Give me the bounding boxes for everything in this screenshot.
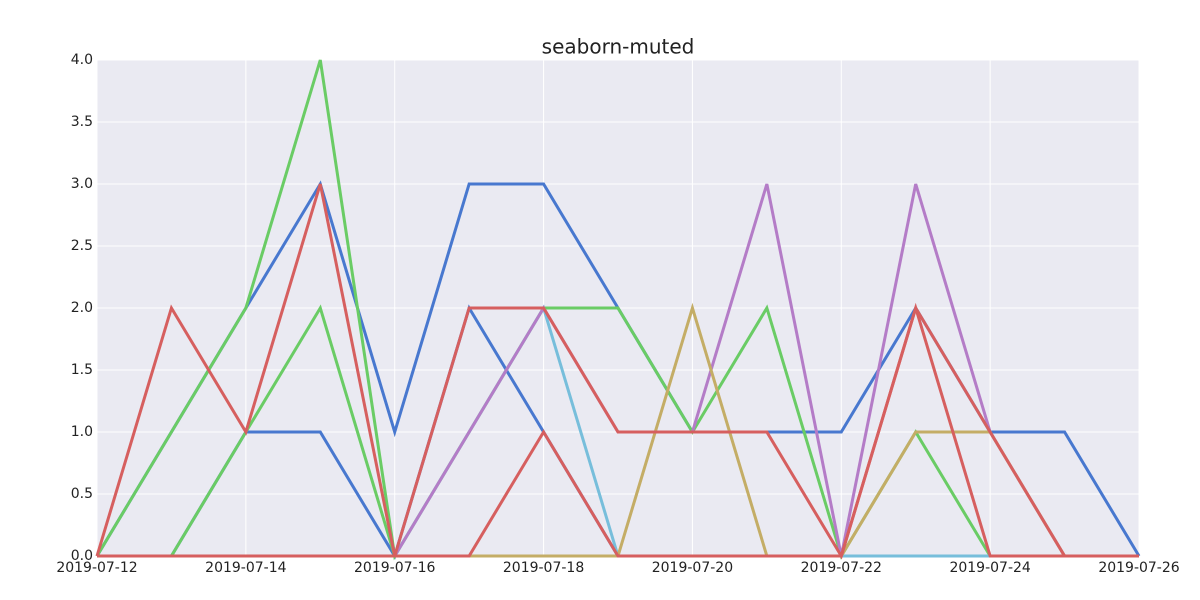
x-tick-label: 2019-07-18 [503,560,584,576]
x-tick-label: 2019-07-12 [56,560,137,576]
x-tick-label: 2019-07-24 [949,560,1030,576]
y-tick-label: 2.0 [71,300,93,316]
x-tick-label: 2019-07-14 [205,560,286,576]
x-tick-label: 2019-07-26 [1098,560,1179,576]
series-line [95,59,1139,561]
x-tick-label: 2019-07-16 [354,560,435,576]
y-tick-label: 1.5 [71,362,93,378]
x-tick-label: 2019-07-20 [652,560,733,576]
y-tick-label: 4.0 [71,52,93,68]
series-line [95,183,1139,560]
y-tick-label: 1.0 [71,424,93,440]
chart-title: seaborn-muted [542,35,695,59]
series-line [97,302,1139,558]
y-tick-label: 3.5 [71,114,93,130]
x-tick-label: 2019-07-22 [801,560,882,576]
y-tick-label: 2.5 [71,238,93,254]
y-tick-label: 0.0 [71,548,93,564]
y-tick-label: 3.0 [71,176,93,192]
y-tick-label: 0.5 [71,486,93,502]
